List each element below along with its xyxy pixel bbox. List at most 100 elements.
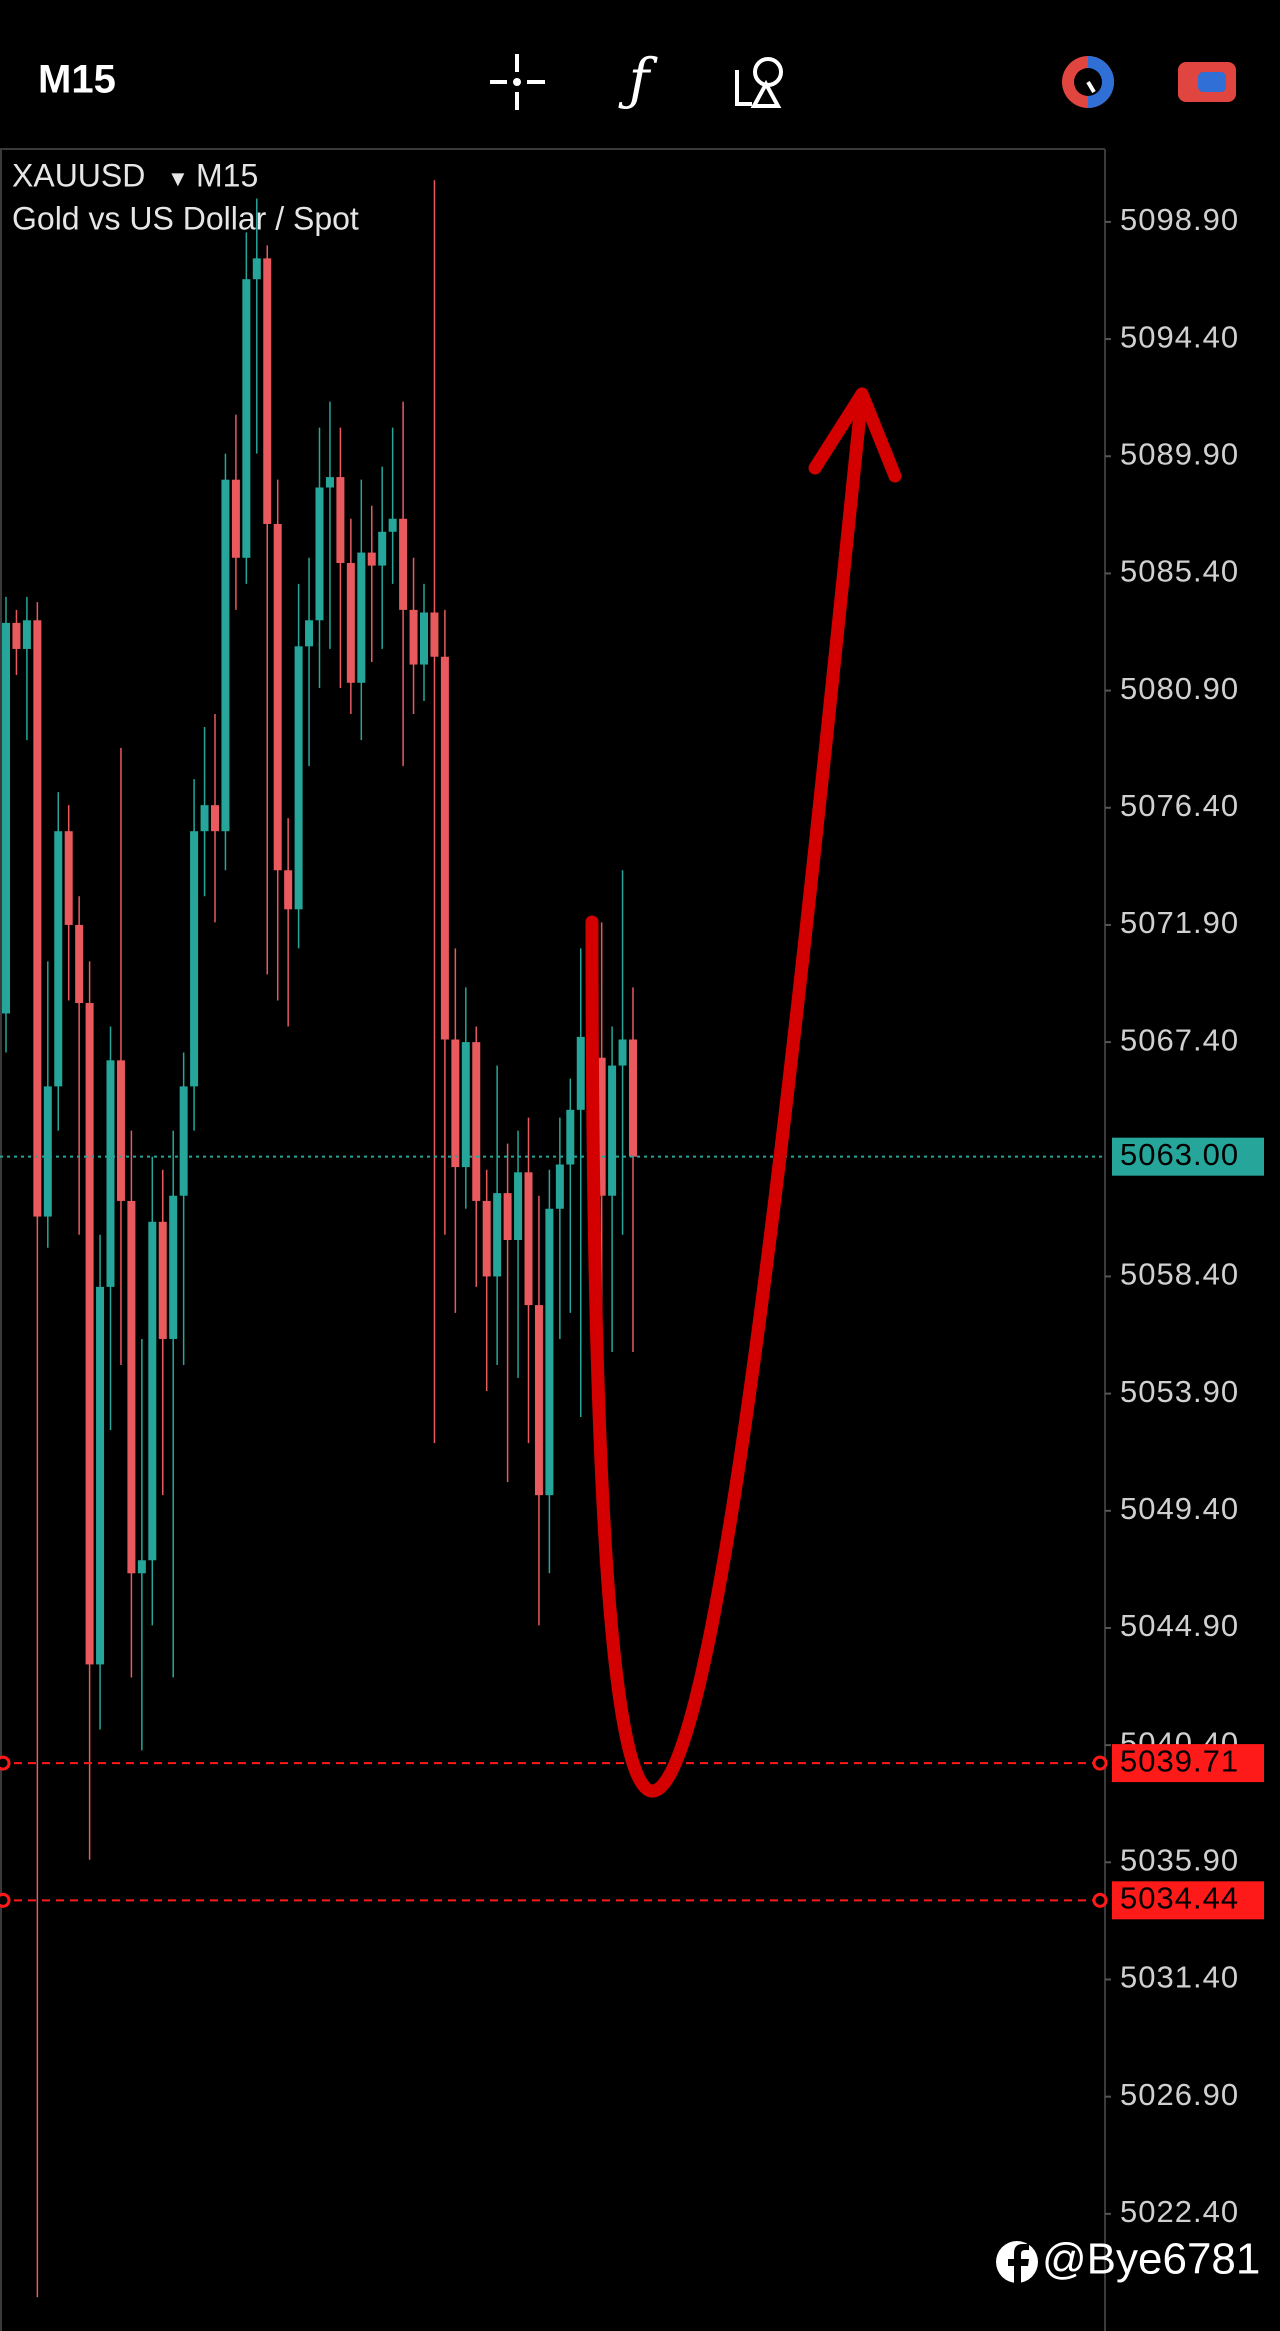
candle-body (618, 1039, 627, 1066)
level-handle[interactable] (0, 1892, 11, 1908)
candle-body (482, 1200, 491, 1277)
candle-body (2, 622, 10, 1014)
y-tick-label: 5076.40 (1120, 788, 1239, 823)
candle-body (221, 479, 230, 832)
candle-body (503, 1193, 512, 1240)
candle-body (106, 1060, 115, 1287)
level-label-box (1112, 1881, 1264, 1920)
candle-body (399, 518, 408, 610)
y-tick-label: 5049.40 (1120, 1491, 1239, 1526)
candle-body (367, 552, 376, 566)
candle-body (273, 523, 282, 871)
candle-body (378, 531, 387, 566)
candle-body (12, 622, 21, 649)
candle-body (85, 1003, 94, 1665)
candle-body (127, 1200, 136, 1574)
candle-body (43, 1086, 52, 1217)
objects-icon[interactable] (735, 57, 783, 108)
candle-body (75, 924, 84, 1004)
candle-body (597, 1057, 606, 1196)
candle-body (493, 1193, 502, 1277)
timeframe-button[interactable]: M15 (38, 58, 116, 102)
candle-body (524, 1172, 533, 1306)
candle-body (514, 1172, 523, 1240)
y-tick-label: 5071.90 (1120, 905, 1239, 940)
plot (0, 180, 1111, 2298)
y-tick-label: 5035.90 (1120, 1843, 1239, 1878)
candle-body (325, 477, 334, 488)
candle-body (315, 487, 324, 621)
y-tick-label: 5022.40 (1120, 2194, 1239, 2229)
candle-body (64, 831, 73, 925)
candle-body (608, 1065, 617, 1196)
candle-body (294, 646, 303, 910)
level-handle[interactable] (1092, 1892, 1108, 1908)
candle-body (148, 1221, 157, 1561)
candle-body (555, 1164, 564, 1209)
candle-body (231, 479, 240, 558)
crosshair-icon[interactable] (490, 54, 545, 110)
candle-body (545, 1208, 554, 1496)
watermark-icon (996, 2241, 1038, 2284)
price-label-box (1112, 1137, 1264, 1176)
candle-body (576, 1036, 585, 1110)
level-handle[interactable] (0, 1755, 11, 1771)
candle-body (430, 612, 439, 657)
price-label: 5063.00 (1120, 1137, 1239, 1172)
y-tick-label: 5085.40 (1120, 554, 1239, 589)
y-tick-label: 5094.40 (1120, 319, 1239, 354)
candle-body (252, 258, 261, 280)
trade-icon[interactable] (1178, 62, 1236, 102)
y-tick-label: 5080.90 (1120, 671, 1239, 706)
candle-body (179, 1086, 188, 1196)
candle-body (346, 563, 355, 683)
candle-body (420, 612, 428, 665)
candle-body (169, 1195, 178, 1339)
candle-body (440, 656, 449, 1040)
level-label: 5039.71 (1120, 1743, 1239, 1778)
y-tick-label: 5089.90 (1120, 436, 1239, 471)
y-tick-label: 5044.90 (1120, 1608, 1239, 1643)
y-tick-label: 5098.90 (1120, 202, 1239, 237)
drawn-arrow (585, 387, 902, 1798)
symbol[interactable]: XAUUSD (12, 157, 145, 193)
candle-body (409, 609, 418, 665)
candle-body (33, 620, 42, 1217)
candle-body (190, 831, 199, 1087)
candle-body (284, 870, 293, 910)
y-tick-label: 5031.40 (1120, 1960, 1239, 1995)
candle-body (158, 1221, 167, 1339)
watermark: @Bye6781 (1042, 2235, 1260, 2284)
level-label-box (1112, 1744, 1264, 1783)
candle-body (566, 1109, 575, 1165)
symbol-dropdown[interactable]: ▼ (167, 166, 189, 191)
candle-body (534, 1305, 543, 1496)
level-handle[interactable] (1092, 1755, 1108, 1771)
account-icon[interactable] (1062, 56, 1114, 108)
candle-body (96, 1286, 105, 1665)
candle-body (200, 805, 209, 832)
y-tick-label: 5053.90 (1120, 1374, 1239, 1409)
candle-body (336, 477, 345, 564)
overlay: 5098.90 5094.40 5089.90 5085.40 5080.90 5076.… (0, 202, 1264, 2229)
candle-body (263, 258, 272, 524)
candle-body (242, 279, 251, 558)
candle-body (388, 518, 397, 532)
candle-body (472, 1042, 481, 1201)
chart-subtitle: Gold vs US Dollar / Spot (12, 200, 359, 236)
candle-body (305, 620, 314, 647)
candle-body (116, 1060, 125, 1201)
candle-body (629, 1039, 637, 1157)
candle-body (22, 620, 31, 649)
candle-body (211, 805, 219, 832)
candle-body (137, 1560, 146, 1574)
level-label: 5034.44 (1120, 1881, 1239, 1916)
y-tick-label: 5067.40 (1120, 1022, 1239, 1057)
y-tick-label: 5058.40 (1120, 1257, 1239, 1292)
candle-body (54, 831, 63, 1087)
symbol-timeframe: M15 (196, 157, 258, 193)
candle-body (357, 552, 366, 683)
y-tick-label: 5026.90 (1120, 2077, 1239, 2112)
